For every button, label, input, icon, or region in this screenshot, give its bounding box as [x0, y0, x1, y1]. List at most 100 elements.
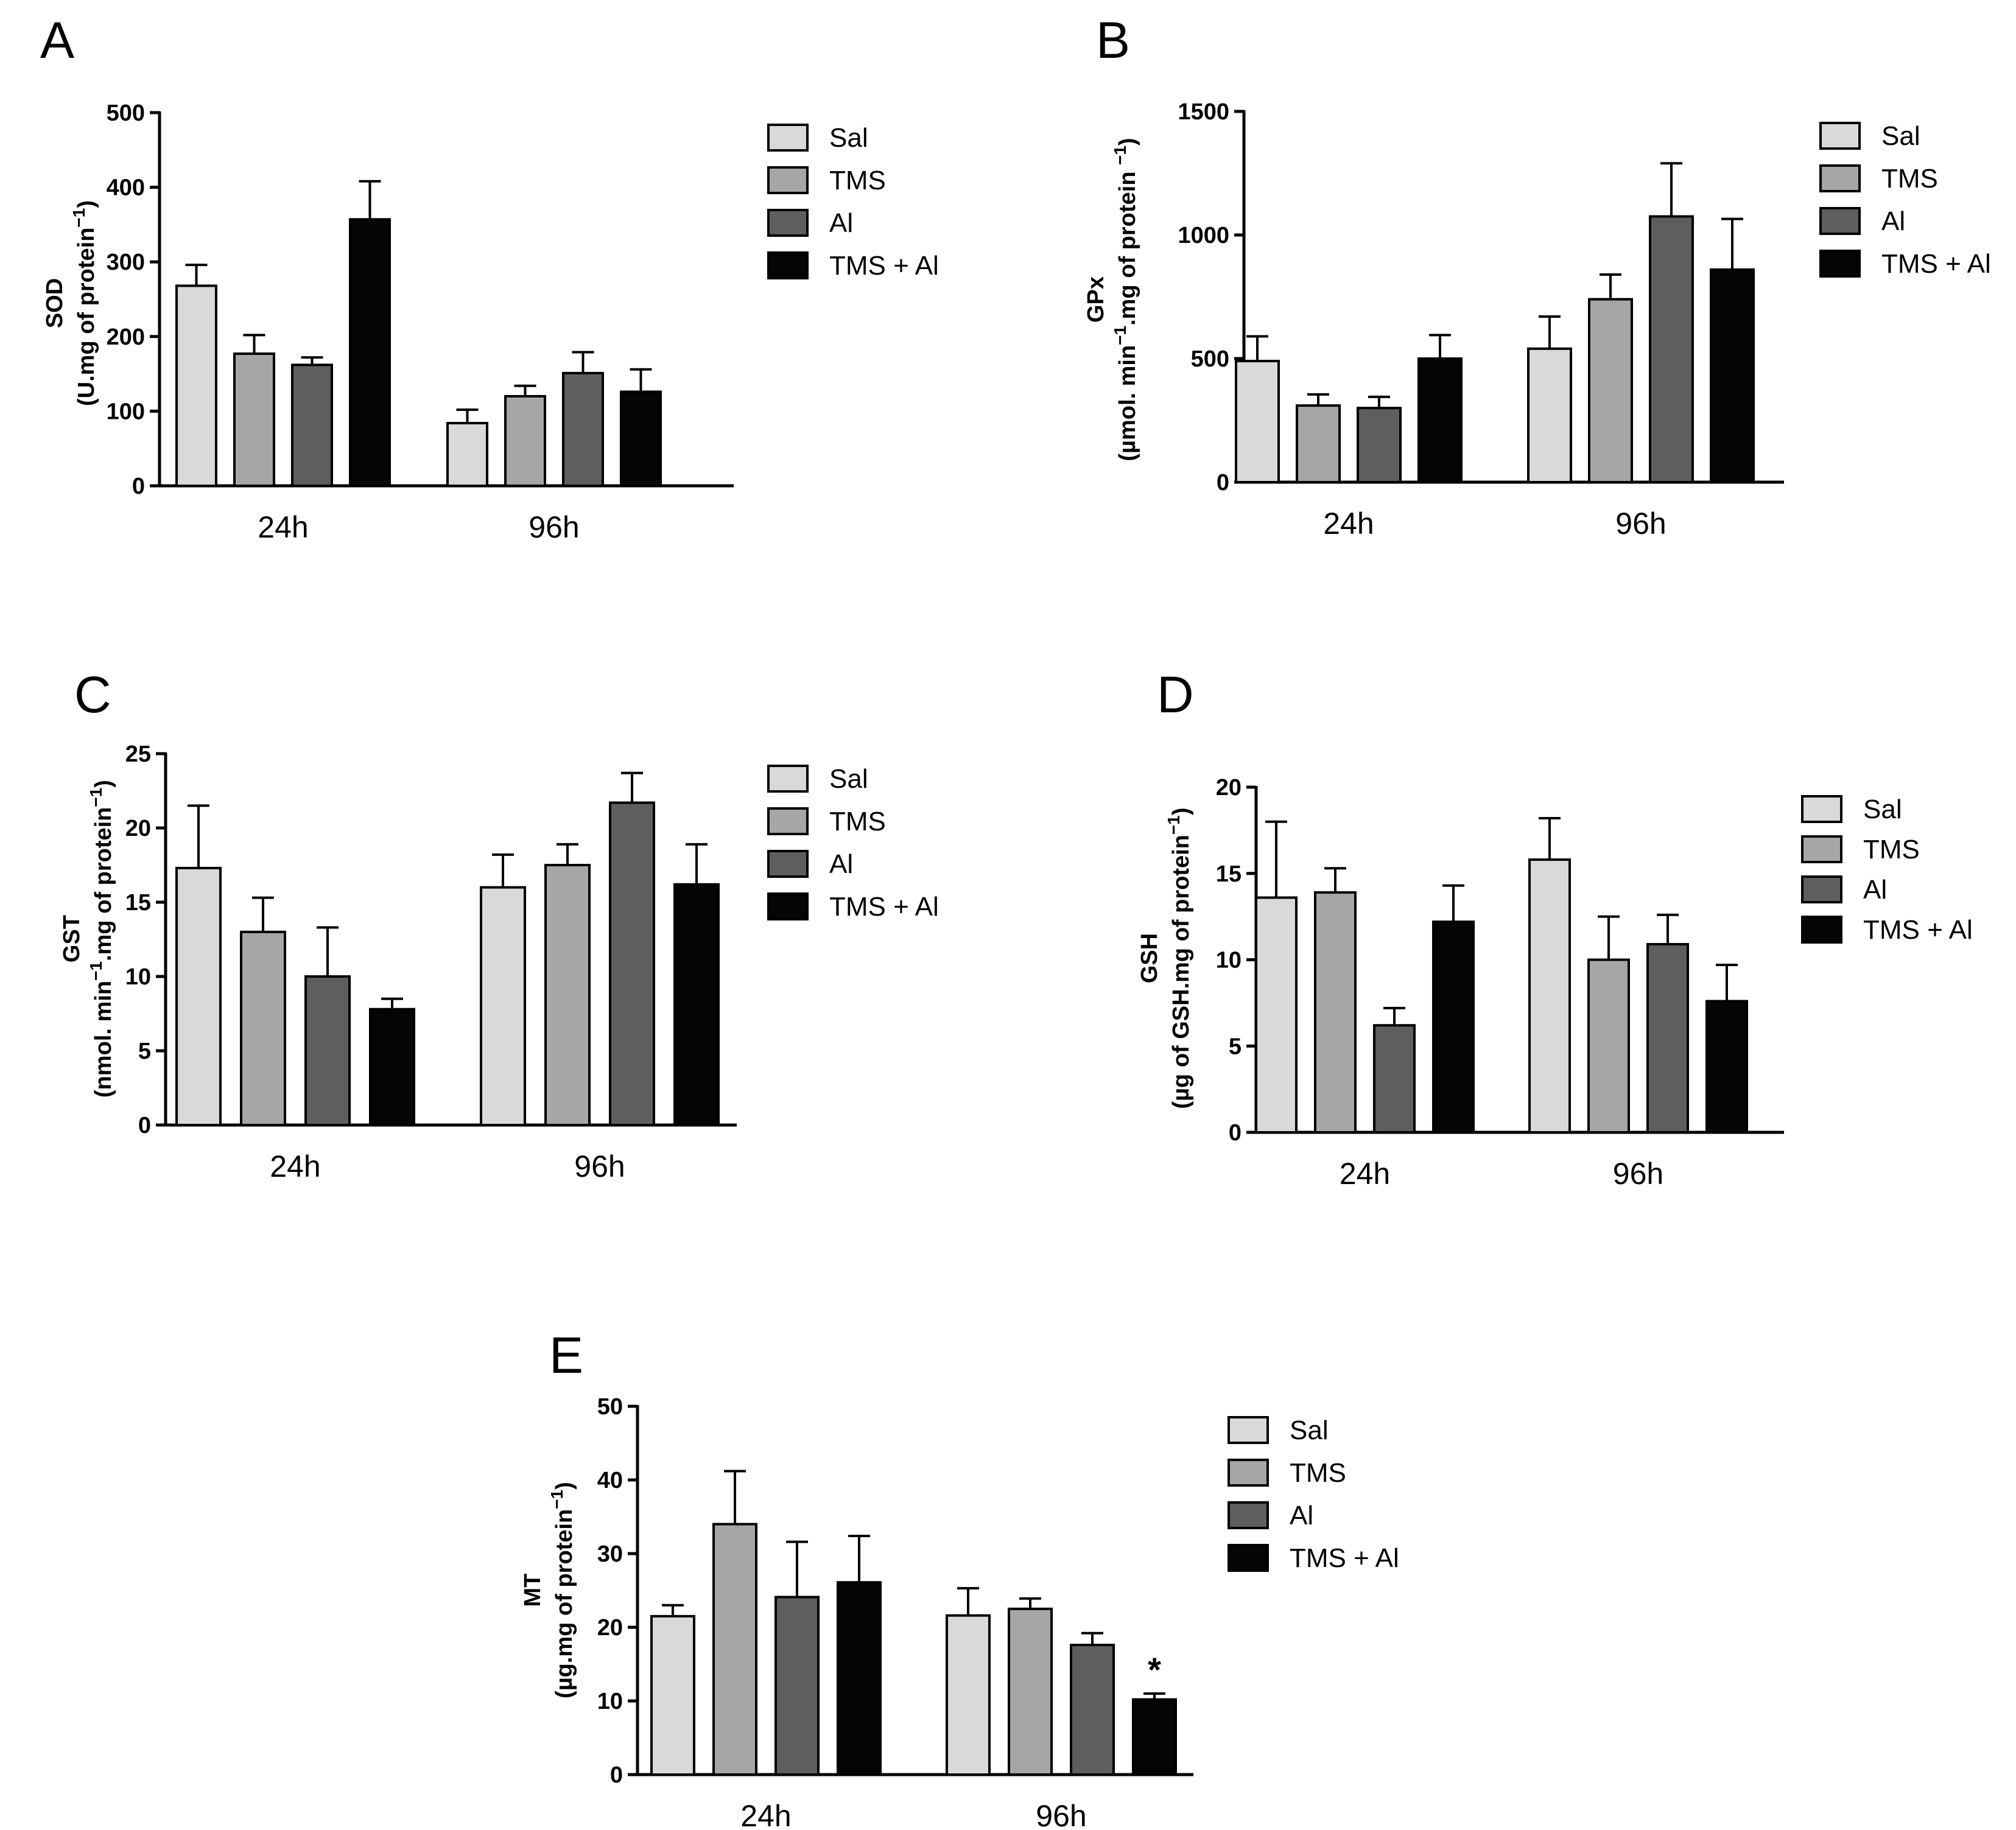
y-axis-label-superscript: −1 [86, 788, 105, 807]
x-category-label: 96h [1613, 1157, 1663, 1191]
bar [946, 1614, 991, 1776]
x-category-label: 96h [1036, 1799, 1086, 1830]
bar [1710, 268, 1755, 483]
y-axis-label-unit: ) [1168, 808, 1194, 816]
legend-label: Al [1881, 206, 1905, 236]
y-axis-label-unit: (µg of GSH.mg of protein [1168, 835, 1194, 1109]
bar [304, 975, 351, 1126]
legend-swatch [767, 209, 809, 237]
y-tick-label: 300 [107, 250, 145, 275]
legend-swatch [1801, 835, 1842, 863]
bar [1646, 942, 1689, 1134]
x-category-label: 96h [574, 1149, 625, 1183]
legend-label: Sal [1290, 1415, 1329, 1445]
legend-swatch [1228, 1501, 1269, 1529]
x-category-label: 24h [270, 1149, 320, 1183]
y-tick-label: 0 [1217, 470, 1229, 496]
bar [504, 394, 546, 487]
x-category-label: 96h [529, 510, 579, 544]
legend-label: TMS + Al [829, 892, 939, 922]
y-axis-label-unit: .mg of protein [91, 807, 116, 961]
legend-label: Sal [1863, 794, 1902, 824]
bar [175, 866, 222, 1126]
panel-letter: A [40, 12, 74, 69]
y-tick-label: 25 [125, 741, 151, 767]
y-axis-label-unit: ) [74, 200, 99, 208]
bar [1132, 1698, 1177, 1776]
legend-label: TMS + Al [1881, 249, 1991, 279]
bar [1588, 298, 1633, 483]
y-axis-label-name: GSH [1137, 933, 1162, 983]
y-tick-label: 1000 [1178, 223, 1229, 248]
y-tick-label: 10 [125, 964, 151, 990]
y-tick-label: 0 [132, 474, 145, 499]
legend-swatch [1801, 916, 1842, 944]
bar [1373, 1024, 1416, 1134]
legend-label: Sal [829, 764, 868, 794]
y-tick-label: 500 [107, 100, 145, 126]
y-tick-label: 20 [125, 816, 151, 841]
bar [175, 284, 217, 487]
bar [233, 352, 275, 487]
y-tick-label: 10 [597, 1689, 623, 1714]
y-axis-label-name: SOD [42, 278, 68, 328]
y-axis-label: GSH (µg of GSH.mg of protein−1) [1137, 808, 1194, 1109]
legend-label: TMS [829, 807, 886, 836]
y-tick-label: 20 [1216, 775, 1242, 801]
bar [1528, 858, 1571, 1134]
bar [1705, 1000, 1748, 1134]
bar [650, 1614, 695, 1776]
panel-letter: E [549, 1327, 583, 1384]
legend-swatch [1819, 250, 1861, 278]
bar [1314, 891, 1357, 1134]
legend-label: Al [829, 849, 853, 879]
y-axis-label-unit: (µg.mg of protein [552, 1509, 577, 1699]
y-tick-label: 0 [610, 1762, 623, 1788]
legend-swatch [1801, 875, 1842, 903]
legend-swatch [767, 807, 809, 835]
y-axis-label-superscript: −1 [1111, 145, 1129, 165]
y-tick-label: 15 [1216, 861, 1242, 887]
y-axis-label-unit: (nmol. min [91, 981, 116, 1098]
legend-swatch [767, 765, 809, 793]
y-axis-label-unit: (µmol. min [1115, 345, 1140, 461]
legend-swatch [1228, 1416, 1269, 1444]
bar [1527, 347, 1572, 484]
y-axis-label-unit: (U.mg of protein [74, 228, 99, 406]
y-tick-label: 0 [1229, 1120, 1242, 1146]
legend-swatch [1819, 122, 1861, 150]
bar [446, 422, 488, 487]
bar [712, 1523, 757, 1776]
bar [240, 930, 286, 1127]
legend-label: Al [1290, 1501, 1313, 1530]
legend-label: Al [1863, 875, 1887, 905]
y-axis-label-unit: ) [552, 1482, 577, 1490]
legend-label: TMS [1290, 1458, 1346, 1488]
x-category-label: 24h [740, 1799, 791, 1830]
bar [1587, 958, 1630, 1134]
panel-e: E 0 10 20 30 40 50 MT (µg.mg of protein−1) 24h 96h… [520, 1327, 1399, 1830]
y-tick-label: 15 [125, 890, 151, 916]
y-axis-label-superscript: −1 [1111, 326, 1129, 345]
y-axis-label: GST(nmol. min−1.mg of protein−1) [59, 780, 116, 1098]
y-tick-label: 5 [1229, 1034, 1242, 1059]
legend-label: TMS [1881, 164, 1938, 194]
legend-label: Al [829, 208, 853, 238]
bar [369, 1008, 415, 1127]
bar [609, 801, 655, 1126]
legend-swatch [767, 850, 809, 878]
panel-d: D 0 5 10 15 20 GSH (µg of GSH.mg of protein−1) 2… [1137, 666, 1973, 1191]
bar [1255, 896, 1298, 1134]
significance-marker: * [1148, 1650, 1161, 1689]
bar [562, 371, 604, 488]
bar [480, 886, 526, 1126]
bar [1296, 404, 1341, 484]
bar [1357, 407, 1402, 484]
y-tick-label: 10 [1216, 948, 1242, 973]
legend-label: TMS + Al [1863, 915, 1973, 945]
y-axis-label-name: MT [520, 1574, 546, 1607]
y-axis-label-name: GST [59, 915, 85, 962]
legend-swatch [1228, 1544, 1269, 1572]
